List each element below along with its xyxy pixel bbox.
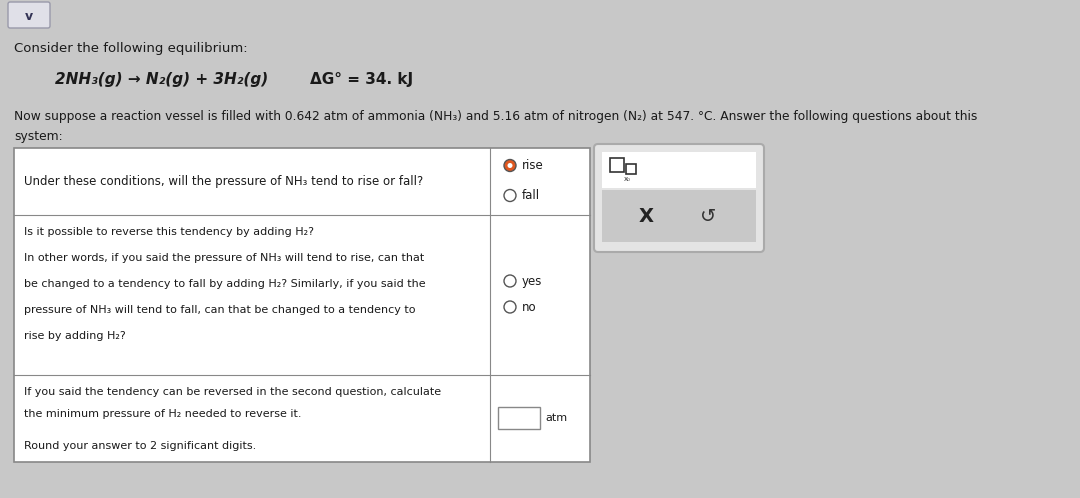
- Text: ↺: ↺: [700, 207, 716, 226]
- Text: no: no: [522, 300, 537, 314]
- Text: ΔG° = 34. kJ: ΔG° = 34. kJ: [310, 72, 414, 87]
- Text: rise by adding H₂?: rise by adding H₂?: [24, 331, 125, 341]
- Text: pressure of NH₃ will tend to fall, can that be changed to a tendency to: pressure of NH₃ will tend to fall, can t…: [24, 305, 416, 315]
- Bar: [610, 158, 624, 172]
- Text: rise: rise: [522, 159, 543, 172]
- Circle shape: [504, 301, 516, 313]
- Text: Is it possible to reverse this tendency by adding H₂?: Is it possible to reverse this tendency …: [24, 227, 314, 237]
- Text: Now suppose a reaction vessel is filled with 0.642 atm of ammonia (NH₃) and 5.16: Now suppose a reaction vessel is filled …: [14, 110, 977, 123]
- Text: yes: yes: [522, 274, 542, 287]
- Text: Round your answer to 2 significant digits.: Round your answer to 2 significant digit…: [24, 441, 256, 451]
- Text: 2NH₃(g) → N₂(g) + 3H₂(g): 2NH₃(g) → N₂(g) + 3H₂(g): [55, 72, 268, 87]
- Bar: [498, 406, 540, 428]
- Text: Under these conditions, will the pressure of NH₃ tend to rise or fall?: Under these conditions, will the pressur…: [24, 175, 423, 188]
- Circle shape: [504, 190, 516, 202]
- Bar: [626, 164, 636, 174]
- FancyBboxPatch shape: [8, 2, 50, 28]
- Circle shape: [504, 275, 516, 287]
- Text: x₀: x₀: [624, 176, 631, 182]
- Text: v: v: [25, 9, 33, 22]
- Text: be changed to a tendency to fall by adding H₂? Similarly, if you said the: be changed to a tendency to fall by addi…: [24, 279, 426, 289]
- Text: In other words, if you said the pressure of NH₃ will tend to rise, can that: In other words, if you said the pressure…: [24, 253, 424, 263]
- Text: system:: system:: [14, 130, 63, 143]
- Text: the minimum pressure of H₂ needed to reverse it.: the minimum pressure of H₂ needed to rev…: [24, 409, 301, 419]
- Circle shape: [508, 163, 513, 168]
- Text: atm: atm: [545, 412, 567, 422]
- Text: X: X: [639, 207, 654, 226]
- Bar: [602, 152, 756, 188]
- Circle shape: [504, 159, 516, 171]
- Bar: [602, 190, 756, 242]
- Text: fall: fall: [522, 189, 540, 202]
- Text: If you said the tendency can be reversed in the second question, calculate: If you said the tendency can be reversed…: [24, 387, 441, 397]
- FancyBboxPatch shape: [594, 144, 764, 252]
- Text: Consider the following equilibrium:: Consider the following equilibrium:: [14, 42, 247, 55]
- Bar: [14, 148, 590, 462]
